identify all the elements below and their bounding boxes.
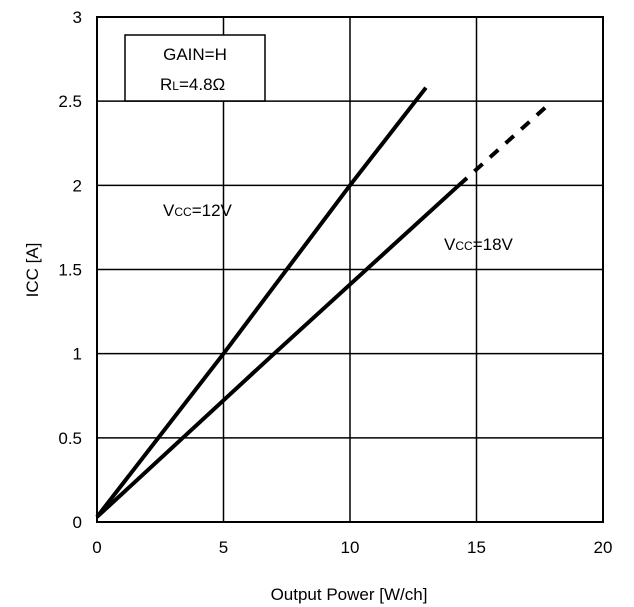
- series-label-12v-rest: =12V: [192, 201, 233, 220]
- y-tick-labels: 0 0.5 1 1.5 2 2.5 3: [58, 8, 82, 532]
- series-line-18v-dashed: [457, 99, 554, 187]
- x-tick-label: 0: [92, 538, 101, 557]
- y-tick-label: 2: [73, 176, 82, 195]
- annotation-load: RL=4.8Ω: [160, 75, 225, 94]
- x-tick-label: 20: [594, 538, 613, 557]
- x-axis-label: Output Power [W/ch]: [271, 585, 428, 604]
- series-line-1: [95, 183, 461, 519]
- x-tick-label: 5: [219, 538, 228, 557]
- x-tick-label: 10: [341, 538, 360, 557]
- annotation-gain: GAIN=H: [163, 45, 227, 64]
- series-label-12v: VCC=12V: [163, 201, 233, 220]
- x-tick-label: 15: [467, 538, 486, 557]
- y-tick-label: 0: [73, 513, 82, 532]
- series-label-12v-main: V: [163, 201, 175, 220]
- y-tick-label: 1.5: [58, 261, 82, 280]
- y-tick-label: 0.5: [58, 429, 82, 448]
- annotation-load-rest: =4.8Ω: [179, 75, 225, 94]
- series-label-12v-sub: CC: [174, 205, 192, 219]
- y-tick-label: 2.5: [58, 92, 82, 111]
- series-label-18v: VCC=18V: [444, 235, 514, 254]
- series-layer: [95, 86, 554, 519]
- annotation-box: GAIN=H RL=4.8Ω: [124, 34, 266, 102]
- plot-frame: [96, 16, 604, 523]
- y-axis-label: ICC [A]: [23, 243, 42, 298]
- annotation-box-frame: [124, 34, 266, 102]
- series-line-0: [95, 86, 428, 519]
- y-tick-label: 1: [73, 345, 82, 364]
- annotation-load-main: R: [160, 75, 172, 94]
- x-tick-labels: 0 5 10 15 20: [92, 538, 612, 557]
- y-tick-label: 3: [73, 8, 82, 27]
- annotation-load-sub: L: [172, 79, 179, 93]
- series-label-18v-main: V: [444, 235, 456, 254]
- series-label-18v-sub: CC: [455, 239, 473, 253]
- series-label-18v-rest: =18V: [473, 235, 514, 254]
